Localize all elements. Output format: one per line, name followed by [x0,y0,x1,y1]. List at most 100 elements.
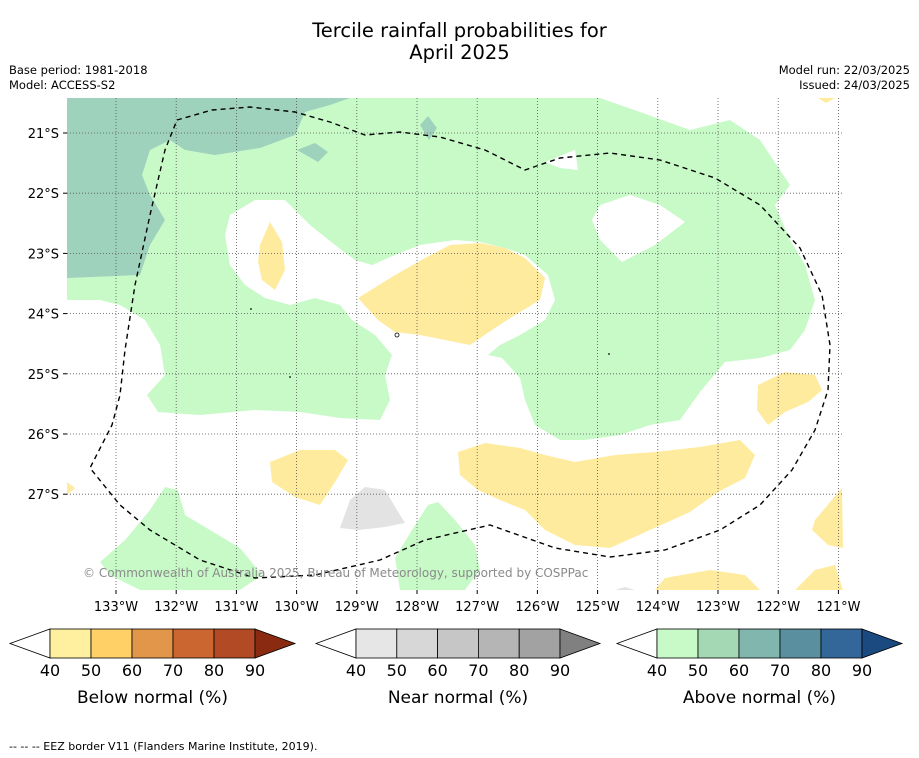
map-gridlines [67,98,843,590]
below-normal-40-central [358,243,545,345]
colorbar-tick-label: 40 [346,661,366,680]
chart-title: Tercile rainfall probabilities for April… [0,20,919,64]
lat-label: 23°S [28,247,59,262]
colorbar-tick-label: 80 [509,661,529,680]
colorbar-segment [820,628,863,659]
colorbar-tick-label: 40 [40,661,60,680]
colorbar-tick-label: 50 [688,661,708,680]
latitude-labels: 21°S 22°S 23°S 24°S 25°S 26°S 27°S [28,127,67,503]
lon-label: 121°W [816,600,860,615]
meta-right: Model run: 22/03/2025 Issued: 24/03/2025 [779,63,910,93]
colorbar-tick-label: 40 [647,661,667,680]
colorbar-3: 40 50 60 70 80 90 Above normal (%) [615,628,904,708]
colorbar-segment [656,628,699,659]
base-period-text: Base period: 1981-2018 [9,63,148,77]
lon-label: 122°W [756,600,800,615]
map-panel [67,98,843,590]
colorbar-segment [213,628,256,659]
colorbar-segment [779,628,822,659]
colorbar-segment [49,628,92,659]
below-normal-40-south-central [458,440,755,548]
colorbar-tick-label: 50 [387,661,407,680]
longitude-labels: 133°W 132°W 131°W 130°W 129°W 128°W 127°W 126°W… [94,590,861,615]
colorbar-segment [437,628,479,659]
lon-label: 130°W [275,600,319,615]
lon-label: 127°W [455,600,499,615]
colorbar-tick-label: 90 [550,661,570,680]
colorbar-title: Near normal (%) [388,688,528,708]
colorbar-tick-label: 60 [729,661,749,680]
colorbar-tick-label: 70 [770,661,790,680]
above-normal-50-region [67,98,350,278]
colorbar-tick-label: 60 [427,661,447,680]
island-c [289,376,291,378]
below-normal-40-far-east [812,488,843,548]
colorbar-tick-label: 50 [81,661,101,680]
colorbar-segment [697,628,740,659]
colorbar-tick-label: 80 [204,661,224,680]
title-line-1: Tercile rainfall probabilities for [312,19,607,42]
above-normal-40-region [67,98,815,440]
colorbar-segment [738,628,781,659]
colorbar-segment [172,628,215,659]
lon-label: 131°W [214,600,258,615]
colorbar-segment [396,628,438,659]
colorbar-segment [355,628,398,659]
colorbar-segment [131,628,174,659]
lon-label: 132°W [154,600,198,615]
lat-label: 25°S [28,368,59,383]
colorbar-tick-label: 80 [811,661,831,680]
eez-footnote: -- -- -- EEZ border V11 (Flanders Marine… [9,740,318,753]
below-normal-40-west-small [258,222,285,290]
colorbar-title: Above normal (%) [683,688,836,708]
colorbar-extend-low [314,628,357,659]
colorbar-title: Below normal (%) [77,688,228,708]
lat-label: 21°S [28,127,59,142]
title-line-2: April 2025 [409,41,510,64]
eez-border-line [89,106,831,579]
lon-label: 124°W [636,600,680,615]
above-normal-50-spot-a [297,143,328,162]
lat-label: 24°S [28,308,59,323]
model-run-text: Model run: 22/03/2025 [778,63,910,77]
colorbar-segment [518,628,561,659]
below-normal-40-edge-left [67,482,75,495]
colorbar-segment [90,628,133,659]
colorbar-tick-label: 60 [122,661,142,680]
lat-label: 27°S [28,488,59,503]
issued-text: Issued: 24/03/2025 [799,78,910,92]
colorbar-extend-high [861,628,904,659]
colorbars: 40 50 60 70 80 90 Below normal (%) 40 50 60 70 80 90… [8,628,904,708]
colorbar-segment [477,628,520,659]
below-normal-40-bottom-right-2 [795,565,843,590]
lon-label: 128°W [395,600,439,615]
copyright-text: © Commonwealth of Australia 2025, Bureau… [83,566,589,580]
colorbar-extend-high [559,628,602,659]
above-normal-50-spot-b [420,116,437,140]
lon-label: 126°W [515,600,559,615]
lat-label: 22°S [28,187,59,202]
island-b [250,308,252,310]
colorbar-tick-label: 90 [852,661,872,680]
below-normal-40-top-right [818,98,835,103]
model-text: Model: ACCESS-S2 [9,78,116,92]
lon-label: 133°W [94,600,138,615]
lon-label: 129°W [335,600,379,615]
colorbar-extend-high [254,628,297,659]
below-normal-40-bottom-right [655,570,760,590]
meta-left: Base period: 1981-2018 Model: ACCESS-S2 [9,63,148,93]
near-normal-40-region [340,487,405,530]
lon-label: 123°W [696,600,740,615]
below-normal-40-east [757,372,822,425]
below-normal-40-south-west [270,450,348,505]
above-normal-40-south-west [100,487,262,590]
near-normal-40-small [615,587,635,590]
lon-label: 125°W [576,600,620,615]
normal-notch-top [545,150,578,170]
colorbar-1: 40 50 60 70 80 90 Below normal (%) [8,628,297,708]
colorbar-tick-label: 90 [245,661,265,680]
lat-label: 26°S [28,428,59,443]
colorbar-extend-low [8,628,51,659]
colorbar-2: 40 50 60 70 80 90 Near normal (%) [314,628,602,708]
